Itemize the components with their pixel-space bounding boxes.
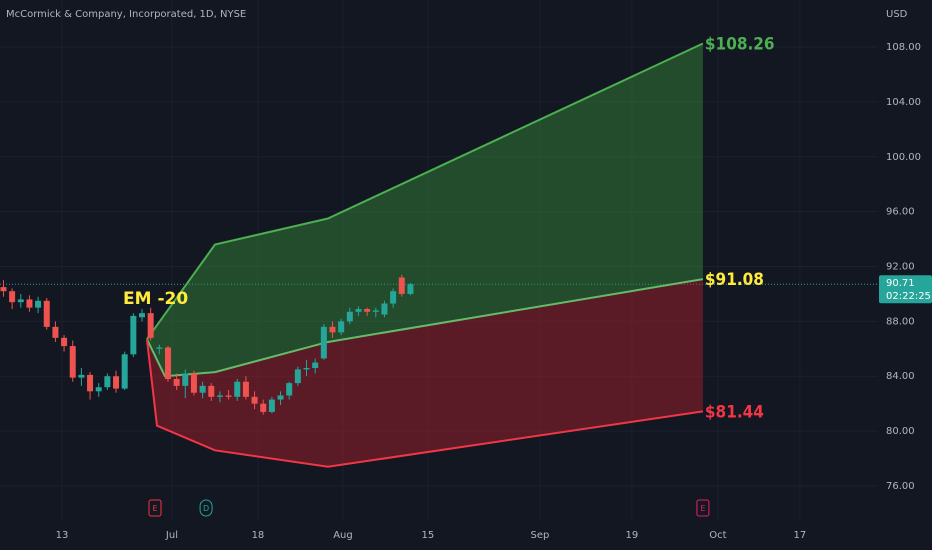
y-tick-label: 108.00 — [886, 42, 921, 53]
x-tick-label: 13 — [56, 530, 69, 541]
candle-body — [182, 373, 189, 386]
x-tick-label: 17 — [794, 530, 807, 541]
candle-body — [329, 326, 336, 333]
candle-body — [277, 395, 284, 400]
candle-body — [225, 395, 232, 397]
expected-move-fill — [146, 43, 703, 377]
event-marker — [148, 499, 162, 517]
candle-body — [0, 287, 7, 292]
candle-body — [130, 315, 137, 355]
event-label: E — [700, 504, 705, 513]
currency: USD — [886, 9, 908, 20]
y-tick-label: 96.00 — [886, 207, 915, 218]
candle-body — [26, 299, 33, 308]
event-label: D — [203, 504, 209, 513]
countdown: 02:22:25 — [886, 291, 931, 302]
candle-body — [147, 313, 154, 338]
last-price: 90.71 — [886, 278, 915, 289]
labels: 108.00 104.00 100.00 96.00 92.00 88.00 84.00 80… — [56, 34, 932, 541]
candle-body — [398, 277, 405, 294]
candle-body — [312, 362, 319, 369]
fills — [146, 43, 703, 467]
candle-body — [234, 381, 241, 397]
y-tick-label: 92.00 — [886, 262, 915, 273]
candle-body — [87, 374, 94, 392]
grid — [0, 0, 878, 520]
candle-body — [338, 321, 345, 333]
x-tick-label: 19 — [626, 530, 639, 541]
y-tick-label: 104.00 — [886, 97, 921, 108]
x-tick-label: 15 — [422, 530, 435, 541]
y-tick-label: 76.00 — [886, 481, 915, 492]
y-tick-label: 80.00 — [886, 426, 915, 437]
candle-body — [113, 376, 120, 389]
candle-body — [78, 374, 85, 378]
x-tick-label: Sep — [531, 530, 550, 541]
candle-body — [35, 300, 42, 308]
candle-body — [139, 313, 146, 318]
candle-body — [17, 299, 24, 303]
candle-body — [104, 376, 111, 388]
candle-body — [260, 403, 267, 412]
candle-body — [52, 326, 59, 338]
end-label: $108.26 — [705, 34, 775, 54]
candle-body — [9, 291, 16, 303]
candle-body — [156, 347, 163, 349]
expected-move-line — [146, 42, 704, 340]
candle-body — [390, 291, 397, 304]
event-marker — [696, 499, 710, 517]
price-tag — [879, 275, 932, 304]
candle-body — [407, 284, 414, 294]
candle-body — [242, 381, 249, 397]
candle-body — [364, 309, 371, 312]
candle-body — [95, 387, 102, 392]
candle-body — [164, 347, 171, 379]
candle-body — [346, 311, 353, 322]
event-label: E — [152, 504, 157, 513]
candle-body — [286, 383, 293, 396]
candle-body — [372, 310, 379, 312]
candle-body — [268, 399, 275, 412]
candle-body — [251, 396, 258, 404]
lines — [145, 42, 704, 468]
expected-move-line — [145, 339, 704, 468]
y-tick-label: 84.00 — [886, 371, 915, 382]
expected-move-line — [146, 278, 704, 378]
candle-body — [216, 395, 223, 397]
candle-body — [43, 300, 50, 327]
x-tick-label: Aug — [333, 530, 353, 541]
event-marker — [199, 499, 213, 517]
end-label: $91.08 — [705, 270, 764, 290]
candle-body — [303, 368, 310, 370]
candle-body — [199, 385, 206, 393]
end-label: $81.44 — [705, 402, 764, 422]
candle-body — [355, 309, 362, 312]
x-tick-label: Jul — [165, 530, 178, 541]
candle-body — [294, 369, 301, 384]
chart-title: McCormick & Company, Incorporated, 1D, N… — [6, 9, 246, 20]
y-tick-label: 88.00 — [886, 316, 915, 327]
candle-body — [208, 385, 215, 397]
candle-body — [61, 337, 68, 347]
x-tick-label: 18 — [252, 530, 265, 541]
candle-body — [320, 326, 327, 359]
candle-body — [69, 346, 76, 378]
candles — [0, 274, 414, 415]
candle-body — [121, 354, 128, 389]
x-tick-label: Oct — [709, 530, 726, 541]
annotation: EM -20 — [123, 289, 188, 309]
candle-body — [190, 373, 197, 393]
expected-move-fill — [146, 279, 703, 467]
candle-body — [381, 303, 388, 315]
y-tick-label: 100.00 — [886, 152, 921, 163]
candle-body — [173, 378, 180, 386]
